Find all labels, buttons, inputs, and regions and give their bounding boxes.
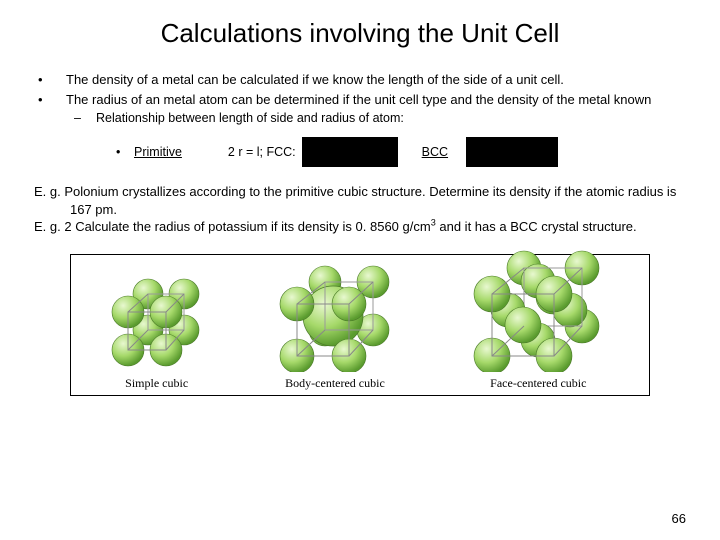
slide-title: Calculations involving the Unit Cell [34, 18, 686, 49]
simple-cubic-icon [102, 272, 212, 372]
bullet-marker: • [116, 144, 134, 161]
bcc-icon [265, 260, 405, 372]
primitive-label: Primitive [134, 144, 182, 161]
bullet-item: • The radius of an metal atom can be det… [38, 91, 686, 109]
example-body: Polonium crystallizes according to the p… [64, 184, 676, 217]
figure-container: Simple cubic [70, 254, 650, 396]
figure-box: Simple cubic [70, 254, 650, 396]
bcc-caption: Body-centered cubic [285, 376, 385, 391]
simple-cubic-caption: Simple cubic [125, 376, 188, 391]
example-1: E. g. Polonium crystallizes according to… [34, 183, 686, 218]
bullet-text: The density of a metal can be calculated… [66, 71, 686, 89]
example-tail: and it has a BCC crystal structure. [436, 219, 637, 234]
formula-row: • Primitive 2 r = l; FCC: BCC [116, 137, 686, 167]
bullet-item: • The density of a metal can be calculat… [38, 71, 686, 89]
dash-marker: – [74, 110, 96, 127]
redacted-box [466, 137, 558, 167]
bullet-marker: • [38, 91, 66, 109]
bcc-cell: Body-centered cubic [265, 260, 405, 391]
fcc-formula-text: 2 r = l; FCC: [228, 144, 296, 161]
example-2: E. g. 2 Calculate the radius of potassiu… [34, 218, 686, 236]
bullet-text: The radius of an metal atom can be deter… [66, 91, 686, 109]
bcc-label: BCC [422, 144, 448, 161]
example-body: E. g. 2 Calculate the radius of potassiu… [34, 219, 431, 234]
page-number: 66 [672, 511, 686, 526]
sub-bullet-text: Relationship between length of side and … [96, 110, 404, 127]
bullet-list: • The density of a metal can be calculat… [38, 71, 686, 167]
bullet-marker: • [38, 71, 66, 89]
sub-bullet-item: – Relationship between length of side an… [74, 110, 686, 127]
simple-cubic-cell: Simple cubic [102, 272, 212, 391]
examples-block: E. g. Polonium crystallizes according to… [34, 183, 686, 236]
fcc-icon [458, 248, 618, 372]
example-label: E. g. [34, 184, 64, 199]
redacted-box [302, 137, 398, 167]
fcc-caption: Face-centered cubic [490, 376, 586, 391]
fcc-cell: Face-centered cubic [458, 248, 618, 391]
